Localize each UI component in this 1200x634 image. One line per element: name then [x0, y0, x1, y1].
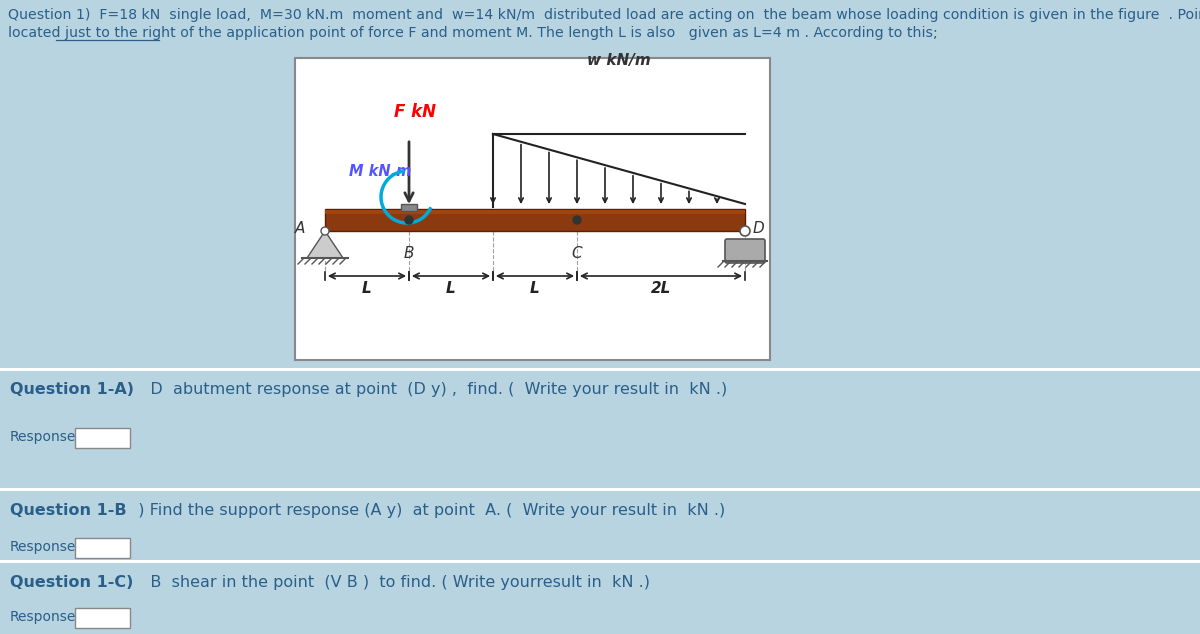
Bar — [295, 58, 770, 360]
Text: L: L — [530, 281, 540, 296]
Circle shape — [322, 227, 329, 235]
Text: Response:: Response: — [10, 430, 82, 444]
Text: M kN.m: M kN.m — [349, 164, 412, 179]
Text: w kN/m: w kN/m — [587, 53, 650, 68]
Bar — [0, 368, 1200, 371]
Text: Question 1-A): Question 1-A) — [10, 382, 134, 397]
Bar — [325, 209, 745, 231]
Bar — [74, 608, 130, 628]
Bar — [0, 560, 1200, 563]
Circle shape — [574, 216, 581, 224]
Bar — [74, 428, 130, 448]
Text: B  shear in the point  (V B )  to find. ( Write yourresult in  kN .): B shear in the point (V B ) to find. ( W… — [134, 575, 650, 590]
Text: Response:: Response: — [10, 610, 82, 624]
Text: B: B — [403, 246, 414, 261]
Text: L: L — [446, 281, 456, 296]
Circle shape — [740, 226, 750, 236]
Text: Question 1-B: Question 1-B — [10, 503, 127, 518]
Bar — [401, 204, 418, 211]
Circle shape — [406, 216, 413, 224]
Text: Question 1)  F=18 kN  single load,  M=30 kN.m  moment and  w=14 kN/m  distribute: Question 1) F=18 kN single load, M=30 kN… — [8, 8, 1200, 22]
FancyBboxPatch shape — [725, 239, 766, 263]
Bar — [74, 538, 130, 558]
Text: Question 1-C): Question 1-C) — [10, 575, 133, 590]
Text: 2L: 2L — [650, 281, 671, 296]
Polygon shape — [307, 231, 343, 258]
Text: A: A — [295, 221, 305, 236]
Text: D: D — [754, 221, 764, 236]
Text: C: C — [571, 246, 582, 261]
Bar — [0, 488, 1200, 491]
Bar — [325, 210, 745, 214]
Text: Response:: Response: — [10, 540, 82, 554]
Text: located just to the right of the application point of force F and moment M. The : located just to the right of the applica… — [8, 26, 937, 40]
Text: ) Find the support response (A y)  at point  A. (  Write your result in  kN .): ) Find the support response (A y) at poi… — [128, 503, 725, 518]
Text: D  abutment response at point  (D y) ,  find. (  Write your result in  kN .): D abutment response at point (D y) , fin… — [134, 382, 727, 397]
Text: L: L — [362, 281, 372, 296]
Text: F kN: F kN — [394, 103, 436, 121]
